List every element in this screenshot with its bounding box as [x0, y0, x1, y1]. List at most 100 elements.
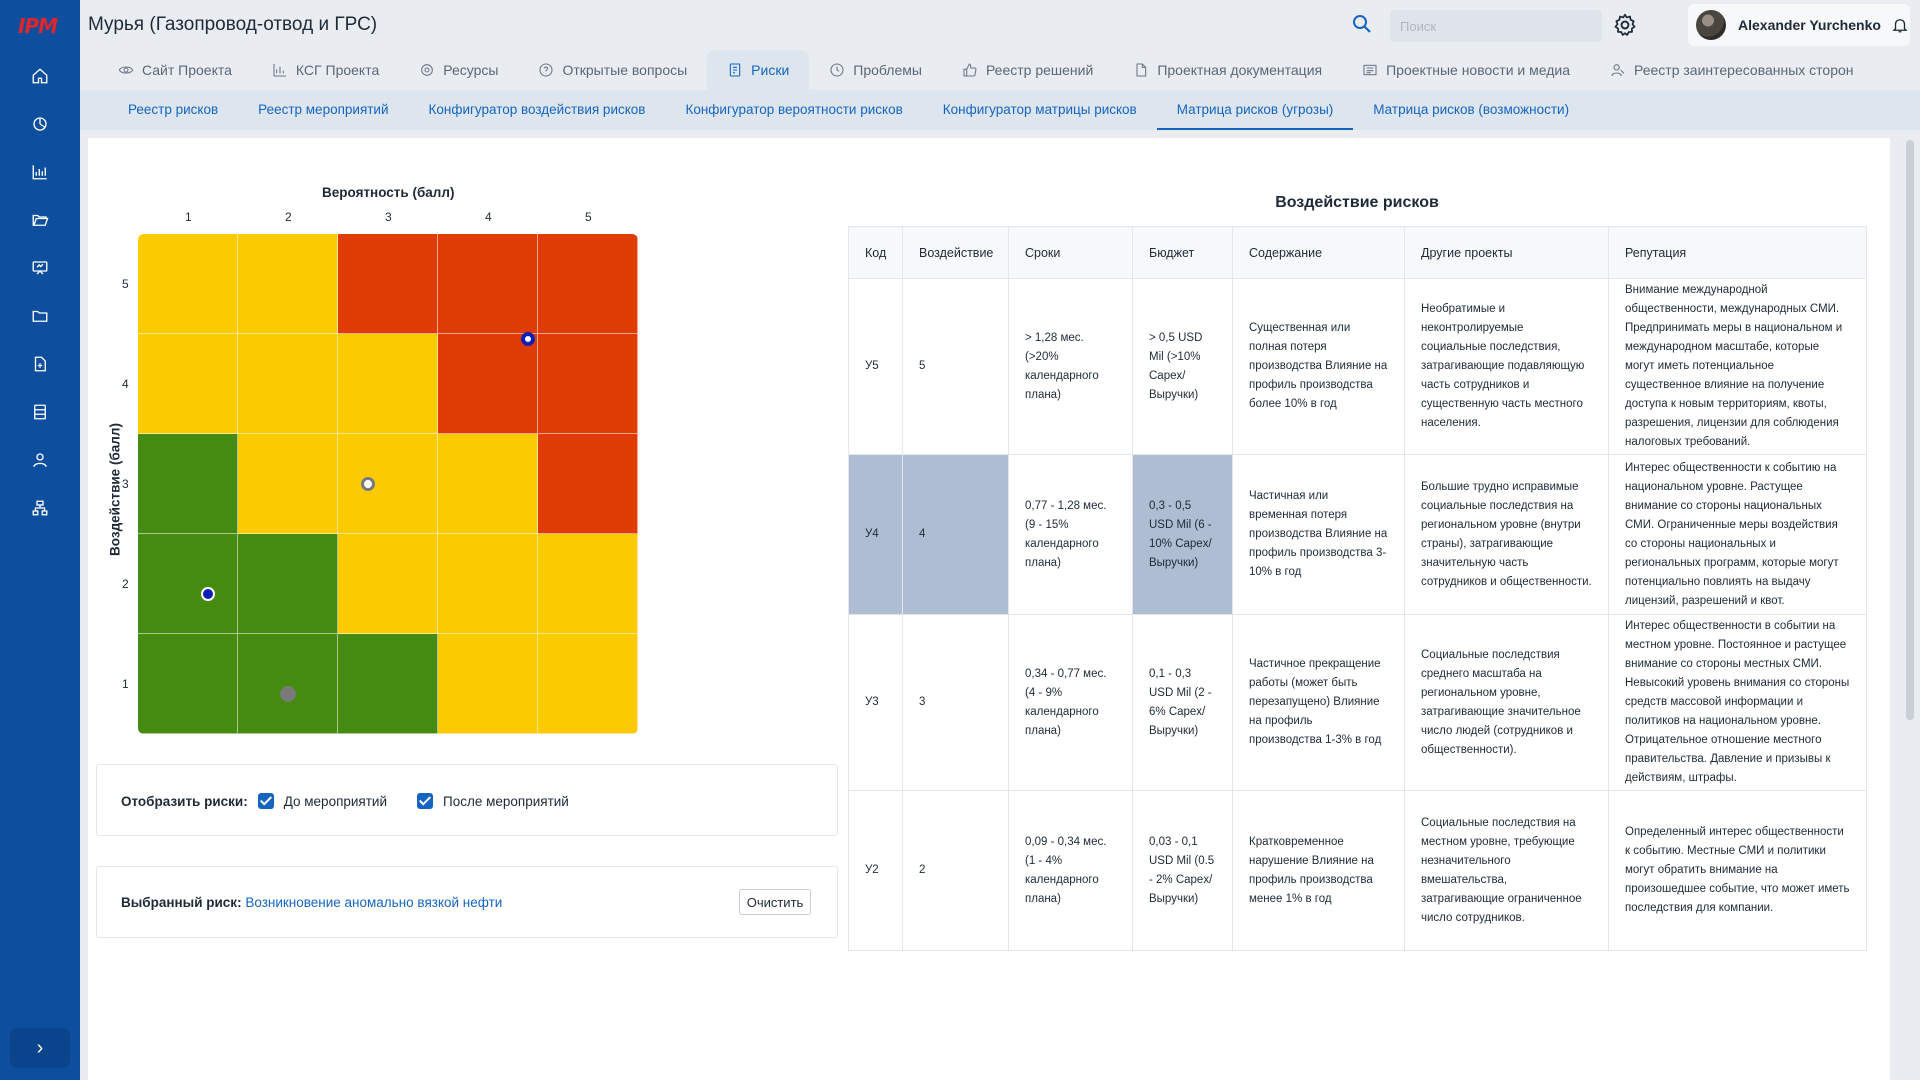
column-header-code[interactable]: Код — [848, 226, 903, 279]
subtab-actions-register[interactable]: Реестр мероприятий — [258, 101, 389, 117]
matrix-cell-yellow[interactable] — [538, 634, 638, 734]
column-header-scope[interactable]: Содержание — [1232, 226, 1405, 279]
impact-tick: 3 — [122, 477, 129, 491]
subtab-impact-configurator[interactable]: Конфигуратор воздействия рисков — [428, 101, 646, 117]
app-logo[interactable]: IPM — [18, 14, 58, 38]
home-icon[interactable] — [28, 64, 52, 88]
matrix-cell-red[interactable] — [538, 334, 638, 434]
selected-risk-link[interactable]: Возникновение аномально вязкой нефти — [245, 895, 503, 910]
subtab-opportunity-matrix[interactable]: Матрица рисков (возможности) — [1373, 101, 1570, 117]
matrix-cell-yellow[interactable] — [538, 534, 638, 634]
org-structure-icon[interactable] — [28, 496, 52, 520]
analytics-icon[interactable] — [28, 160, 52, 184]
matrix-cell-red[interactable] — [438, 334, 538, 434]
column-header-impact[interactable]: Воздействие — [902, 226, 1009, 279]
cell-other-projects: Социальные последствия среднего масштаба… — [1404, 614, 1609, 791]
gear-icon[interactable] — [1612, 12, 1638, 38]
matrix-cell-yellow[interactable] — [238, 234, 338, 334]
bell-icon[interactable] — [1891, 16, 1909, 34]
risk-marker[interactable] — [201, 587, 215, 601]
matrix-cell-green[interactable] — [238, 534, 338, 634]
risk-marker[interactable] — [521, 332, 535, 346]
matrix-cell-green[interactable] — [338, 634, 438, 734]
matrix-cell-yellow[interactable] — [438, 634, 538, 734]
thumbs-up-icon — [963, 63, 977, 77]
tab-news-media[interactable]: Проектные новости и медиа — [1342, 50, 1590, 90]
subtab-matrix-configurator[interactable]: Конфигуратор матрицы рисков — [942, 101, 1137, 117]
before-actions-checkbox[interactable] — [257, 793, 274, 809]
table-row[interactable]: У2 2 0,09 - 0,34 мес. (1 - 4% календарного… — [848, 790, 1867, 951]
after-actions-label: После мероприятий — [443, 793, 569, 809]
impact-table-body: У5 5 > 1,28 мес. (>20% календарного плана)… — [848, 278, 1867, 951]
vertical-scrollbar[interactable] — [1906, 140, 1914, 720]
cell-reputation: Интерес общественности к событию на наци… — [1608, 454, 1867, 615]
tab-label: КСГ Проекта — [295, 62, 380, 78]
risk-marker[interactable] — [280, 686, 296, 702]
tab-open-questions[interactable]: Открытые вопросы — [518, 50, 707, 90]
matrix-cell-yellow[interactable] — [338, 434, 438, 534]
folder-icon[interactable] — [28, 304, 52, 328]
matrix-cell-red[interactable] — [538, 234, 638, 334]
tab-label: Реестр решений — [985, 62, 1094, 78]
tab-label: Проектные новости и медиа — [1386, 62, 1570, 78]
column-header-reputation[interactable]: Репутация — [1608, 226, 1867, 279]
cell-code: У4 — [848, 454, 903, 615]
news-icon — [1363, 64, 1377, 76]
matrix-cell-yellow[interactable] — [238, 334, 338, 434]
document-add-icon[interactable] — [28, 352, 52, 376]
matrix-cell-yellow[interactable] — [438, 434, 538, 534]
tab-stakeholders[interactable]: Реестр заинтересованных сторон — [1590, 50, 1874, 90]
matrix-cell-yellow[interactable] — [438, 534, 538, 634]
column-header-budget[interactable]: Бюджет — [1132, 226, 1233, 279]
tab-project-docs[interactable]: Проектная документация — [1113, 50, 1342, 90]
matrix-cell-red[interactable] — [338, 234, 438, 334]
column-header-other-projects[interactable]: Другие проекты — [1404, 226, 1609, 279]
tab-ksg[interactable]: КСГ Проекта — [252, 50, 399, 90]
tab-project-site[interactable]: Сайт Проекта — [98, 50, 252, 90]
search-icon[interactable] — [1350, 12, 1374, 36]
matrix-cell-yellow[interactable] — [238, 434, 338, 534]
cell-budget: 0,03 - 0,1 USD Mil (0.5 - 2% Capex/ Выру… — [1132, 790, 1233, 951]
clear-button[interactable]: Очистить — [739, 889, 811, 915]
matrix-cell-red[interactable] — [438, 234, 538, 334]
matrix-cell-green[interactable] — [138, 434, 238, 534]
table-row[interactable]: У4 4 0,77 - 1,28 мес. (9 - 15% календарног… — [848, 454, 1867, 615]
subtab-threat-matrix[interactable]: Матрица рисков (угрозы) — [1156, 90, 1354, 130]
table-row[interactable]: У5 5 > 1,28 мес. (>20% календарного плана)… — [848, 278, 1867, 455]
cell-impact: 3 — [902, 614, 1009, 791]
tab-resources[interactable]: Ресурсы — [399, 50, 518, 90]
subtab-probability-configurator[interactable]: Конфигуратор вероятности рисков — [685, 101, 903, 117]
gear-icon — [421, 64, 434, 76]
tab-decisions[interactable]: Реестр решений — [942, 50, 1113, 90]
register-icon[interactable] — [28, 400, 52, 424]
cell-impact: 4 — [902, 454, 1009, 615]
display-risks-panel: Отобразить риски: До мероприятий После м… — [96, 764, 838, 836]
cell-code: У5 — [848, 278, 903, 455]
table-row[interactable]: У3 3 0,34 - 0,77 мес. (4 - 9% календарного… — [848, 614, 1867, 791]
search-input[interactable] — [1390, 10, 1602, 42]
after-actions-checkbox[interactable] — [417, 793, 434, 809]
subtab-risk-register[interactable]: Реестр рисков — [128, 101, 219, 117]
folder-open-icon[interactable] — [28, 208, 52, 232]
matrix-cell-green[interactable] — [138, 634, 238, 734]
probability-tick: 3 — [385, 210, 392, 224]
presentation-icon[interactable] — [28, 256, 52, 280]
matrix-cell-yellow[interactable] — [138, 334, 238, 434]
risk-marker[interactable] — [361, 477, 375, 491]
matrix-cell-green[interactable] — [238, 634, 338, 734]
matrix-cell-green[interactable] — [138, 534, 238, 634]
user-menu[interactable]: Alexander Yurchenko — [1688, 4, 1910, 46]
tab-problems[interactable]: Проблемы — [809, 50, 942, 90]
cell-scope: Частичное прекращение работы (может быть… — [1232, 614, 1405, 791]
selected-risk-panel: Выбранный риск: Возникновение аномально … — [96, 866, 838, 938]
matrix-cell-yellow[interactable] — [338, 534, 438, 634]
matrix-cell-red[interactable] — [538, 434, 638, 534]
dashboard-icon[interactable] — [28, 112, 52, 136]
matrix-cell-yellow[interactable] — [138, 234, 238, 334]
tab-risks[interactable]: Риски — [707, 50, 810, 90]
tab-label: Проектная документация — [1157, 62, 1323, 78]
matrix-cell-yellow[interactable] — [338, 334, 438, 434]
column-header-schedule[interactable]: Сроки — [1008, 226, 1133, 279]
expand-sidebar-button[interactable]: › — [10, 1028, 70, 1068]
user-icon[interactable] — [28, 448, 52, 472]
